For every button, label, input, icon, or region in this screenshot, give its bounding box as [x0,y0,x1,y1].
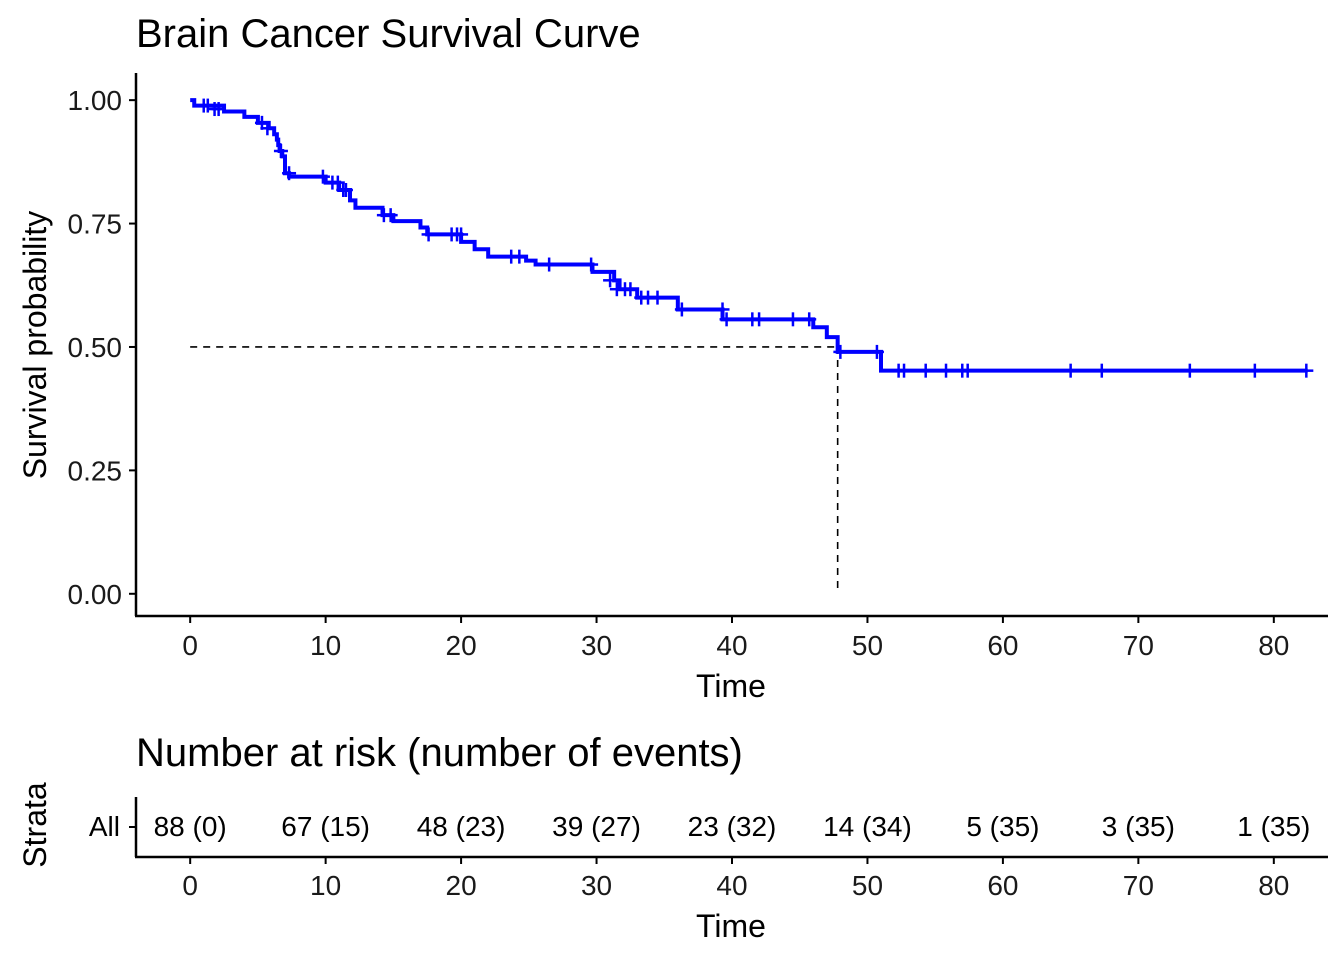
survival-x-axis-label: Time [696,668,766,704]
risk-value: 39 (27) [552,811,641,842]
risk-x-ticks: 0 10 20 30 40 50 60 70 80 [182,857,1289,901]
censor-mark [421,227,436,242]
censor-mark [260,121,275,136]
survival-x-ticks: 0 10 20 30 40 50 60 70 80 [182,616,1289,661]
risk-x-tick-label: 40 [716,870,747,901]
risk-y-axis-label: Strata [17,782,53,868]
risk-table-title: Number at risk (number of events) [136,731,743,775]
censor-mark [273,143,288,158]
risk-x-axis-label: Time [696,908,766,944]
censor-mark [1299,363,1314,378]
y-tick-label: 0.50 [68,332,123,363]
risk-x-tick-label: 0 [182,870,198,901]
risk-table-values: 88 (0) 67 (15) 48 (23) 39 (27) 23 (32) 14 (34… [154,811,1311,842]
risk-x-tick-label: 20 [446,870,477,901]
censor-mark [282,166,297,181]
risk-value: 67 (15) [281,811,370,842]
risk-x-tick-label: 10 [310,870,341,901]
censor-mark [869,344,884,359]
censor-mark [719,312,734,327]
censor-mark [211,102,226,117]
x-tick-label: 50 [852,630,883,661]
risk-value: 14 (34) [823,811,912,842]
risk-x-tick-label: 70 [1123,870,1154,901]
censor-mark [623,282,638,297]
survival-y-axis-label: Survival probability [17,211,53,480]
censor-mark [330,175,345,190]
x-tick-label: 30 [581,630,612,661]
x-tick-label: 20 [446,630,477,661]
survival-y-ticks: 0.00 0.25 0.50 0.75 1.00 [68,85,136,610]
censor-mark [315,169,330,184]
x-tick-label: 60 [987,630,1018,661]
survival-curve-line [190,98,1308,373]
censor-mark [918,363,933,378]
x-tick-label: 10 [310,630,341,661]
y-tick-label: 1.00 [68,85,123,116]
x-tick-label: 0 [182,630,198,661]
censor-mark [785,312,800,327]
y-tick-label: 0.00 [68,579,123,610]
y-tick-label: 0.75 [68,209,123,240]
censor-mark [897,363,912,378]
censor-mark [338,182,353,197]
x-tick-label: 70 [1123,630,1154,661]
censor-marks [196,98,1314,378]
censor-mark [512,249,527,264]
strata-label-all: All [89,811,120,842]
risk-x-tick-label: 50 [852,870,883,901]
risk-x-tick-label: 30 [581,870,612,901]
x-tick-label: 80 [1258,630,1289,661]
censor-mark [674,302,689,317]
censor-mark [1094,363,1109,378]
censor-mark [802,312,817,327]
risk-value: 48 (23) [417,811,506,842]
censor-mark [1182,363,1197,378]
risk-value: 1 (35) [1237,811,1310,842]
censor-mark [1247,363,1262,378]
censor-mark [960,363,975,378]
survival-plot-panel: Brain Cancer Survival Curve 0.00 0.25 0.50… [17,12,1328,704]
censor-mark [603,273,618,288]
censor-mark [752,312,767,327]
censor-mark [584,257,599,272]
risk-value: 3 (35) [1102,811,1175,842]
censor-mark [833,344,848,359]
y-tick-label: 0.25 [68,455,123,486]
risk-value: 5 (35) [966,811,1039,842]
risk-x-tick-label: 80 [1258,870,1289,901]
survival-chart-title: Brain Cancer Survival Curve [136,12,641,56]
risk-table-panel: Number at risk (number of events) All 88… [17,731,1328,944]
median-reference-lines [190,346,839,594]
risk-value: 88 (0) [154,811,227,842]
censor-mark [939,363,954,378]
risk-value: 23 (32) [688,811,777,842]
censor-mark [542,257,557,272]
censor-mark [383,208,398,223]
censor-mark [650,290,665,305]
risk-x-tick-label: 60 [987,870,1018,901]
x-tick-label: 40 [716,630,747,661]
censor-mark [715,302,730,317]
censor-mark [1063,363,1078,378]
censor-mark [454,227,469,242]
